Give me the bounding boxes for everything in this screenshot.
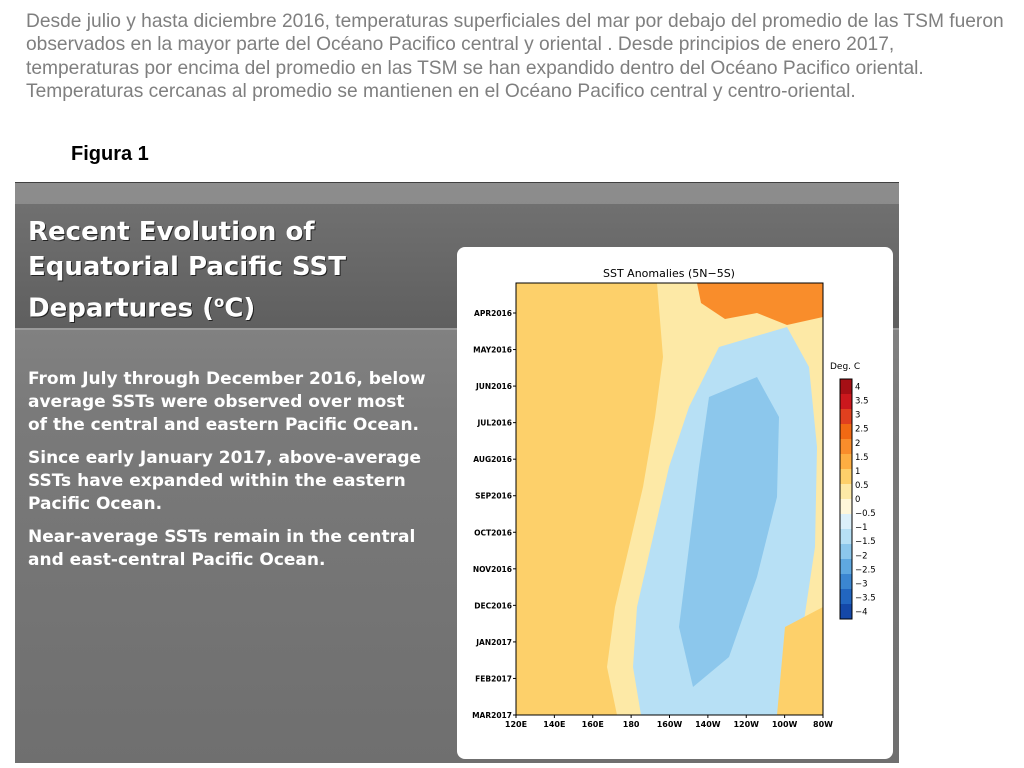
x-axis: 120E 140E 160E 180 160W 140W 120W 100W 80W	[505, 715, 833, 729]
colorbar-swatch	[840, 379, 852, 394]
y-tick-label: APR2016	[474, 309, 512, 318]
slide-title-line-3-text: Departures (	[28, 293, 214, 324]
y-tick-label: JUN2016	[475, 382, 512, 391]
warm-anomaly-top	[697, 283, 823, 325]
slide-title-line-2: Equatorial Pacific SST	[28, 252, 346, 282]
colorbar-swatch	[840, 499, 852, 514]
colorbar-swatch	[840, 439, 852, 454]
intro-paragraph: Desde julio y hasta diciembre 2016, temp…	[26, 11, 1004, 103]
colorbar-swatch	[840, 559, 852, 574]
bullet-3: Near-average SSTs remain in the central …	[28, 527, 416, 570]
colorbar-label: −2	[855, 551, 868, 561]
colorbar-label: 2.5	[855, 425, 869, 435]
colorbar: Deg. C 4 3.5 3 2.5 2 1.5 1 0.5 0 −0.5 −1 −1.5 −2 −2.5 −…	[830, 362, 876, 620]
colorbar-swatch	[840, 394, 852, 409]
colorbar-title: Deg. C	[830, 362, 860, 372]
x-tick-label: 140E	[543, 720, 565, 729]
colorbar-label: 0	[855, 495, 860, 505]
x-tick-label: 80W	[813, 720, 833, 729]
colorbar-label: −3.5	[855, 593, 876, 603]
sst-chart-panel: SST Anomalies (5N−5S) APR2016 MAY2016 JUN2…	[457, 247, 893, 759]
colorbar-swatch	[840, 484, 852, 499]
x-tick-label: 160E	[582, 720, 604, 729]
y-tick-label: NOV2016	[473, 565, 512, 574]
x-tick-label: 120W	[733, 720, 759, 729]
colorbar-label: −3	[855, 579, 868, 589]
slide-image: Recent Evolution of Equatorial Pacific S…	[15, 182, 899, 763]
slide-title: Recent Evolution of Equatorial Pacific S…	[28, 215, 448, 327]
colorbar-swatch	[840, 529, 852, 544]
colorbar-label: 1.5	[855, 453, 869, 463]
x-tick-label: 120E	[505, 720, 527, 729]
slide-title-line-3: Departures (oC)	[28, 285, 448, 327]
bullet-1: From July through December 2016, below a…	[28, 369, 426, 435]
x-tick-label: 180	[623, 720, 640, 729]
degree-superscript: o	[214, 293, 225, 311]
heatmap-field	[516, 283, 823, 715]
y-tick-label: MAY2016	[473, 346, 512, 355]
sst-hovmoller-chart: SST Anomalies (5N−5S) APR2016 MAY2016 JUN2…	[472, 267, 876, 729]
slide-title-line-1: Recent Evolution of	[28, 217, 315, 247]
warm-anomaly-east	[777, 607, 823, 715]
colorbar-label: −1	[855, 523, 868, 533]
x-tick-label: 160W	[657, 720, 683, 729]
colorbar-label: 3	[855, 411, 860, 421]
slide-bullets: From July through December 2016, below a…	[28, 368, 428, 582]
colorbar-swatch	[840, 469, 852, 484]
x-tick-label: 140W	[695, 720, 721, 729]
y-tick-label: OCT2016	[474, 528, 512, 537]
y-tick-label: FEB2017	[475, 674, 512, 683]
x-tick-label: 100W	[772, 720, 798, 729]
colorbar-label: −4	[855, 608, 868, 618]
colorbar-label: 3.5	[855, 397, 869, 407]
colorbar-swatch	[840, 514, 852, 529]
colorbar-label: −1.5	[855, 537, 876, 547]
colorbar-swatch	[840, 544, 852, 559]
y-tick-label: JUL2016	[476, 419, 512, 428]
colorbar-label: −2.5	[855, 565, 876, 575]
colorbar-swatch	[840, 424, 852, 439]
colorbar-label: −0.5	[855, 509, 876, 519]
chart-title: SST Anomalies (5N−5S)	[603, 267, 735, 280]
figure-label: Figura 1	[71, 143, 149, 165]
cold-core-region	[679, 377, 779, 687]
colorbar-swatch	[840, 409, 852, 424]
colorbar-label: 2	[855, 439, 860, 449]
y-tick-label: DEC2016	[474, 601, 512, 610]
bullet-2: Since early January 2017, above-average …	[28, 448, 422, 514]
colorbar-label: 4	[855, 383, 860, 393]
colorbar-swatch	[840, 604, 852, 619]
colorbar-swatch	[840, 589, 852, 604]
y-tick-label: MAR2017	[472, 711, 512, 720]
slide-title-unit: C)	[224, 293, 256, 324]
y-tick-label: AUG2016	[473, 455, 512, 464]
colorbar-frame	[839, 378, 853, 620]
colorbar-swatch	[840, 454, 852, 469]
y-tick-label: SEP2016	[475, 492, 512, 501]
colorbar-label: 0.5	[855, 481, 869, 491]
y-axis: APR2016 MAY2016 JUN2016 JUL2016 AUG2016 SEP20…	[472, 309, 516, 720]
y-tick-label: JAN2017	[475, 638, 512, 647]
colorbar-swatch	[840, 574, 852, 589]
colorbar-label: 1	[855, 467, 860, 477]
